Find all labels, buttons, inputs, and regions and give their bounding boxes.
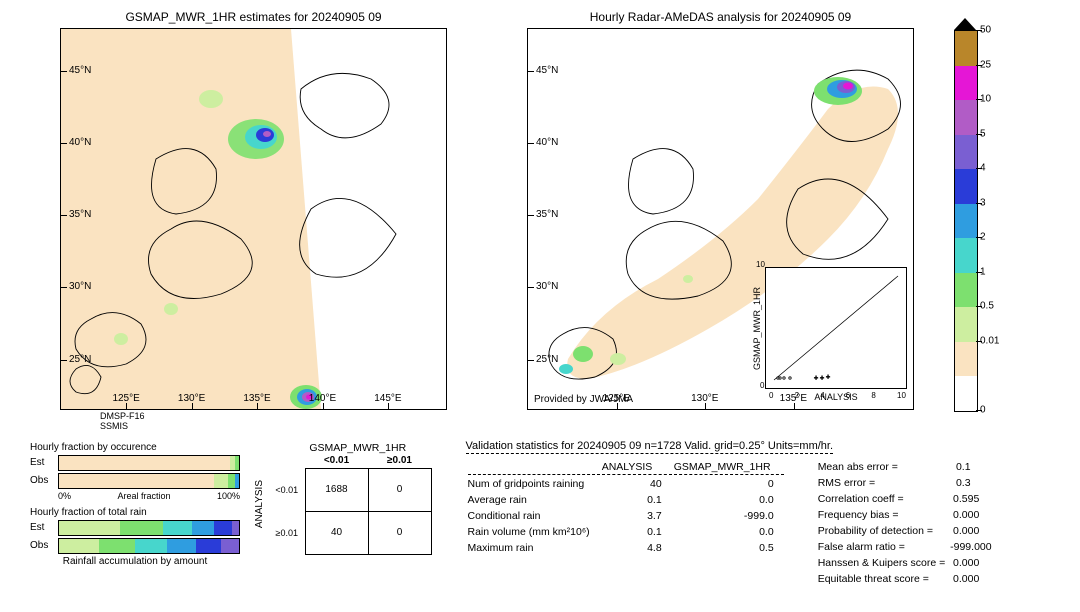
lat-tick-label: 35°N bbox=[536, 209, 558, 220]
colorbar-tick-label: 0.5 bbox=[980, 301, 994, 312]
stats-left-table: ANALYSISGSMAP_MWR_1HRNum of gridpoints r… bbox=[466, 458, 786, 557]
inset-ylabel: GSMAP_MWR_1HR bbox=[752, 268, 762, 388]
bar-label: Obs bbox=[30, 475, 58, 486]
maps-row: GSMAP_MWR_1HR estimates for 20240905 09 bbox=[10, 10, 1070, 432]
colorbar-tick-label: 1 bbox=[980, 266, 986, 277]
lon-tick-label: 130°E bbox=[178, 393, 205, 404]
colorbar-segment bbox=[955, 204, 977, 239]
colorbar-segment bbox=[955, 376, 977, 411]
lat-tick-label: 40°N bbox=[69, 137, 91, 148]
colorbar-segment bbox=[955, 307, 977, 342]
stacked-bar bbox=[58, 538, 240, 554]
svg-text:+: + bbox=[814, 375, 818, 382]
left-map-plot: 45°N 40°N 35°N 30°N 25°N 125°E 130°E 135°E 140°E… bbox=[60, 28, 447, 410]
svg-text:+: + bbox=[820, 375, 824, 382]
lat-tick-label: 35°N bbox=[69, 209, 91, 220]
lon-tick-label: 125°E bbox=[603, 393, 630, 404]
colorbar-arrow-icon bbox=[954, 18, 976, 30]
colorbar-tick-label: 3 bbox=[980, 197, 986, 208]
colorbar-segment bbox=[955, 238, 977, 273]
lon-tick-label: 125°E bbox=[112, 393, 139, 404]
validation-block: Validation statistics for 20240905 09 n=… bbox=[466, 440, 994, 588]
lon-tick-label: 145°E bbox=[374, 393, 401, 404]
lon-tick-label: 140°E bbox=[309, 393, 336, 404]
validation-header: Validation statistics for 20240905 09 n=… bbox=[466, 440, 834, 454]
lon-tick-label: 130°E bbox=[691, 393, 718, 404]
lat-tick-label: 30°N bbox=[536, 281, 558, 292]
table-row: Mean abs error = 0.1 bbox=[818, 460, 992, 474]
colorbar-segment bbox=[955, 342, 977, 377]
lat-tick-label: 40°N bbox=[536, 137, 558, 148]
bottom-section: Hourly fraction by occurence EstObs 0% A… bbox=[30, 440, 1070, 588]
bar-label: Obs bbox=[30, 540, 58, 551]
table-row: Rain volume (mm km²10⁶)0.10.0 bbox=[468, 525, 784, 539]
bar-label: Est bbox=[30, 457, 58, 468]
bar-label: Est bbox=[30, 522, 58, 533]
table-row: Num of gridpoints raining400 bbox=[468, 477, 784, 491]
legend-caption: Rainfall accumulation by amount bbox=[30, 556, 240, 567]
satellite-note: DMSP-F16 SSMIS bbox=[100, 412, 447, 432]
svg-text:+: + bbox=[826, 374, 830, 381]
contingency-block: GSMAP_MWR_1HR ANALYSIS <0.01≥0.01<0.0116… bbox=[254, 442, 432, 588]
contingency-table: <0.01≥0.01<0.0116880≥0.01400 bbox=[269, 454, 432, 555]
contingency-row-header: ANALYSIS bbox=[254, 480, 265, 528]
table-row: Maximum rain4.80.5 bbox=[468, 541, 784, 555]
lat-tick-label: 45°N bbox=[69, 65, 91, 76]
table-row: Correlation coeff = 0.595 bbox=[818, 492, 992, 506]
colorbar-segment bbox=[955, 169, 977, 204]
scatter-inset: + + + 0246810 ANALYSIS GSMAP_MWR_1HR 10 … bbox=[765, 267, 907, 389]
colorbar-segment bbox=[955, 31, 977, 66]
table-row: <0.0116880 bbox=[269, 468, 431, 511]
lat-tick-label: 25°N bbox=[69, 354, 91, 365]
colorbar-tick-label: 50 bbox=[980, 25, 991, 36]
colorbar-tick-label: 4 bbox=[980, 163, 986, 174]
colorbar bbox=[954, 30, 978, 412]
table-row: Frequency bias = 0.000 bbox=[818, 508, 992, 522]
fraction-bars-block: Hourly fraction by occurence EstObs 0% A… bbox=[30, 440, 240, 588]
lat-tick-label: 45°N bbox=[536, 65, 558, 76]
colorbar-tick-label: 0 bbox=[980, 405, 986, 416]
table-row: Probability of detection = 0.000 bbox=[818, 524, 992, 538]
colorbar-segment bbox=[955, 100, 977, 135]
lat-tick-label: 25°N bbox=[536, 354, 558, 365]
stacked-bar bbox=[58, 473, 240, 489]
colorbar-segment bbox=[955, 273, 977, 308]
table-row: Equitable threat score = 0.000 bbox=[818, 572, 992, 586]
colorbar-container: 502510543210.50.010 bbox=[954, 30, 978, 432]
right-map-title: Hourly Radar-AMeDAS analysis for 2024090… bbox=[527, 10, 914, 24]
table-row: Hanssen & Kuipers score = 0.000 bbox=[818, 556, 992, 570]
colorbar-tick-label: 0.01 bbox=[980, 335, 999, 346]
lon-tick-label: 135°E bbox=[243, 393, 270, 404]
total-rain-title: Hourly fraction of total rain bbox=[30, 507, 240, 518]
stats-right-table: Mean abs error = 0.1 RMS error = 0.3 Corre… bbox=[816, 458, 994, 588]
stacked-bar bbox=[58, 520, 240, 536]
left-map-panel: GSMAP_MWR_1HR estimates for 20240905 09 bbox=[60, 10, 447, 432]
left-map-title: GSMAP_MWR_1HR estimates for 20240905 09 bbox=[60, 10, 447, 24]
table-row: RMS error = 0.3 bbox=[818, 476, 992, 490]
occurrence-title: Hourly fraction by occurence bbox=[30, 442, 240, 453]
colorbar-segment bbox=[955, 135, 977, 170]
right-map-plot: Provided by JWA/JMA + + + 0246810 ANALYS… bbox=[527, 28, 914, 410]
table-row: ≥0.01400 bbox=[269, 511, 431, 554]
table-row: Average rain0.10.0 bbox=[468, 493, 784, 507]
table-row: False alarm ratio = -999.000 bbox=[818, 540, 992, 554]
lat-tick-label: 30°N bbox=[69, 281, 91, 292]
table-row: Conditional rain3.7-999.0 bbox=[468, 509, 784, 523]
colorbar-tick-label: 5 bbox=[980, 128, 986, 139]
right-map-panel: Hourly Radar-AMeDAS analysis for 2024090… bbox=[527, 10, 914, 432]
left-map-svg bbox=[61, 29, 446, 409]
contingency-col-header: GSMAP_MWR_1HR bbox=[284, 442, 432, 454]
stacked-bar bbox=[58, 455, 240, 471]
colorbar-tick-label: 10 bbox=[980, 94, 991, 105]
colorbar-tick-label: 25 bbox=[980, 59, 991, 70]
colorbar-tick-label: 2 bbox=[980, 232, 986, 243]
lon-tick-label: 135°E bbox=[780, 393, 807, 404]
colorbar-segment bbox=[955, 66, 977, 101]
